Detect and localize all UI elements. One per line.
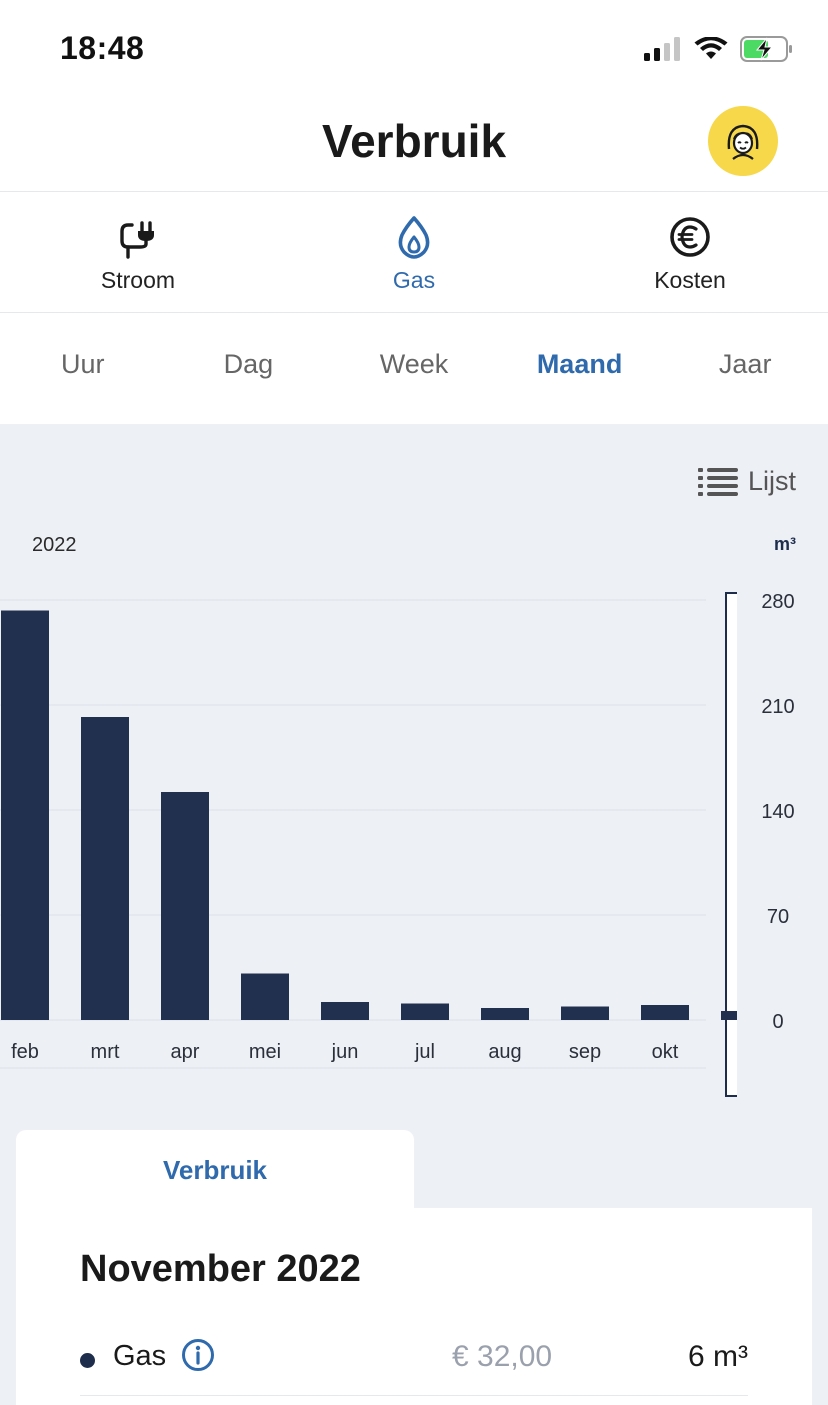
status-time: 18:48 — [60, 30, 145, 66]
bar-sep[interactable] — [561, 1006, 609, 1021]
tab-gas[interactable]: Gas — [276, 193, 552, 312]
bar-mei[interactable] — [241, 973, 289, 1021]
chart-year-label: 2022 — [32, 534, 77, 556]
bar-okt[interactable] — [641, 1005, 689, 1020]
flame-icon — [398, 216, 430, 259]
card-tab-verbruik[interactable]: Verbruik — [16, 1130, 414, 1210]
tab-label: Kosten — [654, 267, 726, 293]
info-icon[interactable] — [181, 1338, 215, 1372]
bar-feb[interactable] — [1, 610, 49, 1021]
x-tick-label: mei — [249, 1041, 281, 1063]
period-tabs: Uur Dag Week Maand Jaar — [0, 314, 828, 424]
x-tick-label: aug — [488, 1041, 521, 1063]
plug-icon — [120, 221, 154, 259]
status-bar: 18:48 — [0, 0, 828, 96]
user-avatar-icon — [727, 124, 759, 160]
tab-week[interactable]: Week — [379, 349, 449, 379]
bar-n[interactable] — [721, 1011, 769, 1020]
tab-stroom[interactable]: Stroom — [0, 193, 276, 312]
battery-charging-icon — [740, 36, 792, 62]
x-tick-label: n — [739, 1041, 750, 1063]
gas-label: Gas — [113, 1340, 167, 1372]
bars-group: feb mrt apr mei jun jul aug sep okt n — [1, 592, 769, 1097]
y-tick-label: 210 — [761, 696, 794, 718]
y-tick-label: 70 — [767, 906, 789, 928]
x-tick-label: jul — [414, 1041, 435, 1063]
list-icon — [697, 467, 738, 496]
page-title: Verbruik — [321, 115, 507, 167]
chart-unit-label: m³ — [774, 534, 796, 554]
tab-label: Stroom — [100, 267, 176, 293]
x-tick-label: apr — [171, 1041, 200, 1063]
gas-row: Gas € 32,00 6 m³ — [80, 1338, 748, 1396]
tab-uur[interactable]: Uur — [61, 349, 105, 379]
bar-chart[interactable]: 0 70 140 210 280 feb mrt apr mei jun jul aug sep okt n — [0, 424, 828, 1124]
tab-dag[interactable]: Dag — [223, 349, 274, 379]
list-view-label: Lijst — [747, 466, 796, 496]
x-tick-label: okt — [652, 1041, 679, 1063]
x-tick-label: feb — [11, 1041, 39, 1063]
bar-jul[interactable] — [401, 1003, 449, 1021]
energy-tabs: Stroom Gas Kosten — [0, 193, 828, 313]
bar-aug[interactable] — [481, 1008, 529, 1020]
tab-kosten[interactable]: Kosten — [552, 193, 828, 312]
list-view-button[interactable]: Lijst — [697, 466, 796, 497]
card-tab-label: Verbruik — [162, 1154, 268, 1185]
wifi-icon — [694, 37, 728, 59]
bar-jun[interactable] — [321, 1002, 369, 1020]
gas-bullet — [80, 1353, 95, 1368]
tab-label: Gas — [392, 267, 436, 293]
y-tick-label: 140 — [761, 801, 794, 823]
x-tick-label: mrt — [91, 1041, 120, 1063]
selected-month-highlight[interactable] — [725, 592, 766, 1097]
y-tick-label: 280 — [761, 591, 794, 613]
x-tick-label: jun — [331, 1041, 359, 1063]
tab-jaar[interactable]: Jaar — [718, 349, 772, 379]
euro-icon — [670, 217, 710, 257]
header: Verbruik — [0, 96, 828, 192]
x-tick-label: sep — [569, 1041, 601, 1063]
tab-maand[interactable]: Maand — [536, 349, 623, 379]
summary-title: November 2022 — [80, 1248, 361, 1290]
status-icons — [644, 36, 794, 62]
bar-apr[interactable] — [161, 792, 209, 1020]
bar-mrt[interactable] — [81, 717, 129, 1020]
summary-card: November 2022 Gas € 32,00 6 m³ — [16, 1208, 812, 1405]
y-tick-label: 0 — [772, 1011, 783, 1033]
gas-cost: € 32,00 — [452, 1340, 553, 1373]
avatar-button[interactable] — [708, 106, 778, 176]
gas-volume: 6 m³ — [688, 1340, 748, 1373]
signal-icon — [644, 37, 680, 61]
